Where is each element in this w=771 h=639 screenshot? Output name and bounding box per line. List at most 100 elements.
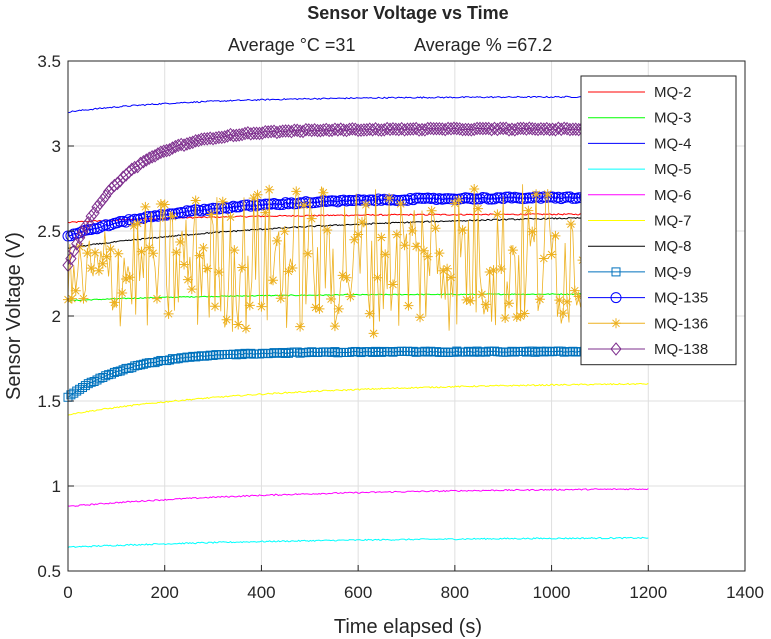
data-point-marker xyxy=(567,192,579,204)
data-point-marker xyxy=(462,122,475,137)
data-point-marker xyxy=(202,263,213,274)
data-point-marker xyxy=(401,122,414,136)
data-point-marker xyxy=(271,125,283,140)
data-point-marker xyxy=(356,348,366,358)
data-point-marker xyxy=(549,123,562,137)
data-point-marker xyxy=(425,193,437,205)
data-point-marker xyxy=(130,361,140,371)
data-point-marker xyxy=(253,199,265,211)
data-point-marker xyxy=(436,122,448,136)
series-line xyxy=(67,488,649,507)
data-point-marker xyxy=(314,123,327,138)
data-point-marker xyxy=(381,121,393,136)
data-point-marker xyxy=(144,242,155,253)
data-point-marker xyxy=(298,200,309,211)
data-point-marker xyxy=(271,198,283,210)
data-point-marker xyxy=(468,122,480,137)
data-point-marker xyxy=(471,193,483,205)
data-point-marker xyxy=(194,250,205,261)
data-point-marker xyxy=(465,123,477,137)
data-point-marker xyxy=(442,121,454,136)
data-point-marker xyxy=(532,122,544,137)
legend-item: MQ-7 xyxy=(588,213,692,230)
data-point-marker xyxy=(439,193,451,205)
legend: MQ-2 MQ-3 MQ-4 MQ-5 MQ-6 MQ-7 MQ-8 MQ-9 MQ-135 MQ… xyxy=(580,75,737,366)
data-point-marker xyxy=(552,121,564,136)
data-point-marker xyxy=(531,189,542,200)
data-point-marker xyxy=(385,347,395,357)
data-point-marker xyxy=(248,193,259,204)
data-point-marker xyxy=(314,303,325,314)
legend-item: MQ-8 xyxy=(588,238,692,255)
chart-subtitle-temperature: Average °C =31 xyxy=(228,35,355,55)
data-point-marker xyxy=(150,358,160,368)
data-point-marker xyxy=(523,192,535,204)
data-point-marker xyxy=(453,194,464,205)
data-point-marker xyxy=(148,248,159,259)
data-point-marker xyxy=(519,308,530,319)
chart-title: Sensor Voltage vs Time xyxy=(307,3,508,23)
data-point-marker xyxy=(297,124,309,139)
data-point-marker xyxy=(529,191,541,203)
data-point-marker xyxy=(210,131,222,145)
data-point-marker xyxy=(73,230,86,245)
data-point-marker xyxy=(417,347,427,357)
data-point-marker xyxy=(188,351,198,361)
data-point-marker xyxy=(488,265,499,276)
data-point-marker xyxy=(303,123,315,137)
legend-item: MQ-2 xyxy=(588,84,692,101)
y-tick-label: 0.5 xyxy=(37,562,61,581)
data-point-marker xyxy=(407,225,418,236)
data-point-marker xyxy=(198,242,209,253)
data-point-marker xyxy=(457,225,468,236)
data-point-marker xyxy=(136,246,147,257)
legend-label: MQ-7 xyxy=(654,213,692,230)
data-point-marker xyxy=(283,266,294,277)
data-point-marker xyxy=(512,121,524,136)
data-point-marker xyxy=(485,122,498,137)
data-point-marker xyxy=(160,143,173,158)
data-point-marker xyxy=(390,122,402,137)
data-point-marker xyxy=(352,123,364,138)
data-point-marker xyxy=(127,363,137,373)
legend-item: MQ-5 xyxy=(588,161,692,178)
data-point-marker xyxy=(504,347,514,357)
data-point-marker xyxy=(140,153,152,167)
data-point-marker xyxy=(491,122,504,137)
data-point-marker xyxy=(310,302,321,313)
x-tick-label: 0 xyxy=(63,583,72,602)
data-point-marker xyxy=(109,367,119,377)
data-point-marker xyxy=(404,122,417,136)
data-point-marker xyxy=(80,381,90,391)
data-point-marker xyxy=(330,347,340,357)
data-point-marker xyxy=(292,347,302,357)
y-tick-label: 3 xyxy=(52,137,61,156)
data-point-marker xyxy=(219,130,231,144)
data-point-marker xyxy=(234,349,244,359)
data-point-marker xyxy=(472,346,482,356)
data-point-marker xyxy=(520,122,533,136)
data-point-marker xyxy=(306,213,317,224)
data-point-marker xyxy=(146,150,158,164)
data-point-marker xyxy=(378,123,390,137)
data-point-marker xyxy=(162,356,172,366)
data-point-marker xyxy=(94,196,106,211)
data-point-marker xyxy=(422,251,433,262)
data-point-marker xyxy=(326,123,338,138)
data-point-marker xyxy=(399,194,411,206)
data-point-marker xyxy=(91,200,103,214)
data-point-marker xyxy=(166,141,179,155)
data-point-marker xyxy=(538,253,549,264)
data-point-marker xyxy=(353,347,363,357)
data-point-marker xyxy=(85,209,97,223)
data-point-marker xyxy=(539,347,549,357)
data-point-marker xyxy=(114,215,126,227)
data-point-marker xyxy=(323,195,335,207)
data-point-marker xyxy=(94,221,106,233)
data-point-marker xyxy=(442,263,453,274)
data-point-marker xyxy=(542,189,553,200)
series-mq-4 xyxy=(67,95,649,114)
x-tick-label: 600 xyxy=(344,583,372,602)
data-point-marker xyxy=(573,291,584,302)
data-point-marker xyxy=(129,160,141,175)
